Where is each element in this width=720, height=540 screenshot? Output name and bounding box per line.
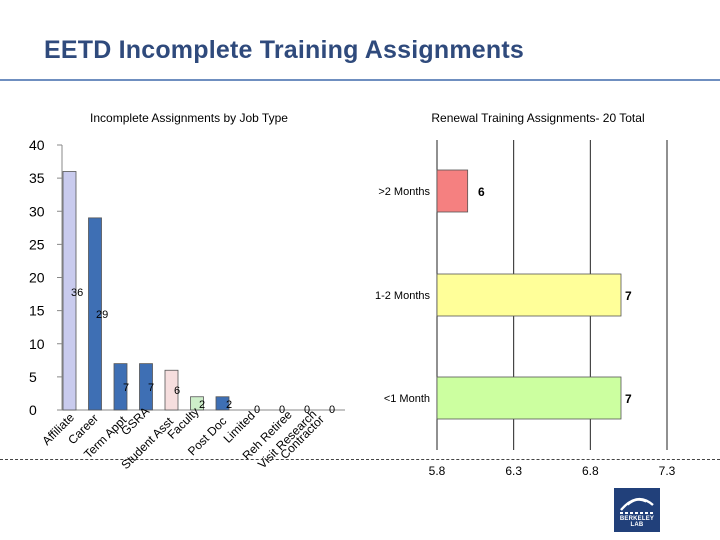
x-tick-label: 7.3 xyxy=(659,464,676,478)
bar-data-label: 0 xyxy=(279,404,285,416)
y-tick-label: 10 xyxy=(29,336,45,352)
bar-affiliate xyxy=(62,171,77,411)
hbar-0 xyxy=(436,169,469,213)
title-divider xyxy=(0,79,720,81)
footer-divider xyxy=(0,459,720,460)
bar-gsra xyxy=(139,363,153,411)
berkeley-lab-logo-mark xyxy=(620,497,654,514)
bar-faculty xyxy=(190,396,204,411)
category-label: >2 Months xyxy=(378,186,430,198)
y-tick-label: 25 xyxy=(29,236,45,252)
bar-data-label: 7 xyxy=(625,289,632,303)
x-tick-label: 6.3 xyxy=(505,464,522,478)
slide-title: EETD Incomplete Training Assignments xyxy=(44,36,524,64)
bar-data-label: 6 xyxy=(478,185,485,199)
y-tick-label: 20 xyxy=(29,270,45,286)
y-tick-label: 30 xyxy=(29,203,45,219)
bar-career xyxy=(88,217,102,411)
x-tick-label: 5.8 xyxy=(429,464,446,478)
y-tick-label: 0 xyxy=(29,402,37,418)
chart-title: Renewal Training Assignments- 20 Total xyxy=(431,111,644,125)
category-label: 1-2 Months xyxy=(375,290,431,302)
bar-data-label: 7 xyxy=(148,382,154,394)
y-tick-label: 40 xyxy=(29,137,45,153)
bar-post-doc xyxy=(215,396,230,411)
berkeley-lab-logo: BERKELEY LAB xyxy=(614,488,660,532)
hbar-1 xyxy=(436,273,622,317)
y-tick-label: 15 xyxy=(29,303,45,319)
bar-data-label: 7 xyxy=(123,382,129,394)
y-tick-label: 5 xyxy=(29,369,37,385)
bar-data-label: 29 xyxy=(96,309,108,321)
x-tick-label: 6.8 xyxy=(582,464,599,478)
bar-data-label: 2 xyxy=(199,399,205,411)
bar-data-label: 7 xyxy=(625,392,632,406)
bar-data-label: 0 xyxy=(329,404,335,416)
bar-term-appt xyxy=(113,363,128,411)
bar-data-label: 2 xyxy=(226,399,232,411)
chart-title: Incomplete Assignments by Job Type xyxy=(90,111,288,125)
y-tick-label: 35 xyxy=(29,170,45,186)
bar-data-label: 0 xyxy=(304,404,310,416)
category-label: <1 Month xyxy=(384,393,430,405)
hbar-2 xyxy=(436,376,622,420)
logo-text: BERKELEY LAB xyxy=(619,516,655,528)
bar-data-label: 0 xyxy=(254,404,260,416)
bar-student-asst xyxy=(164,369,179,411)
bar-data-label: 6 xyxy=(174,385,180,397)
bar-data-label: 36 xyxy=(71,287,83,299)
